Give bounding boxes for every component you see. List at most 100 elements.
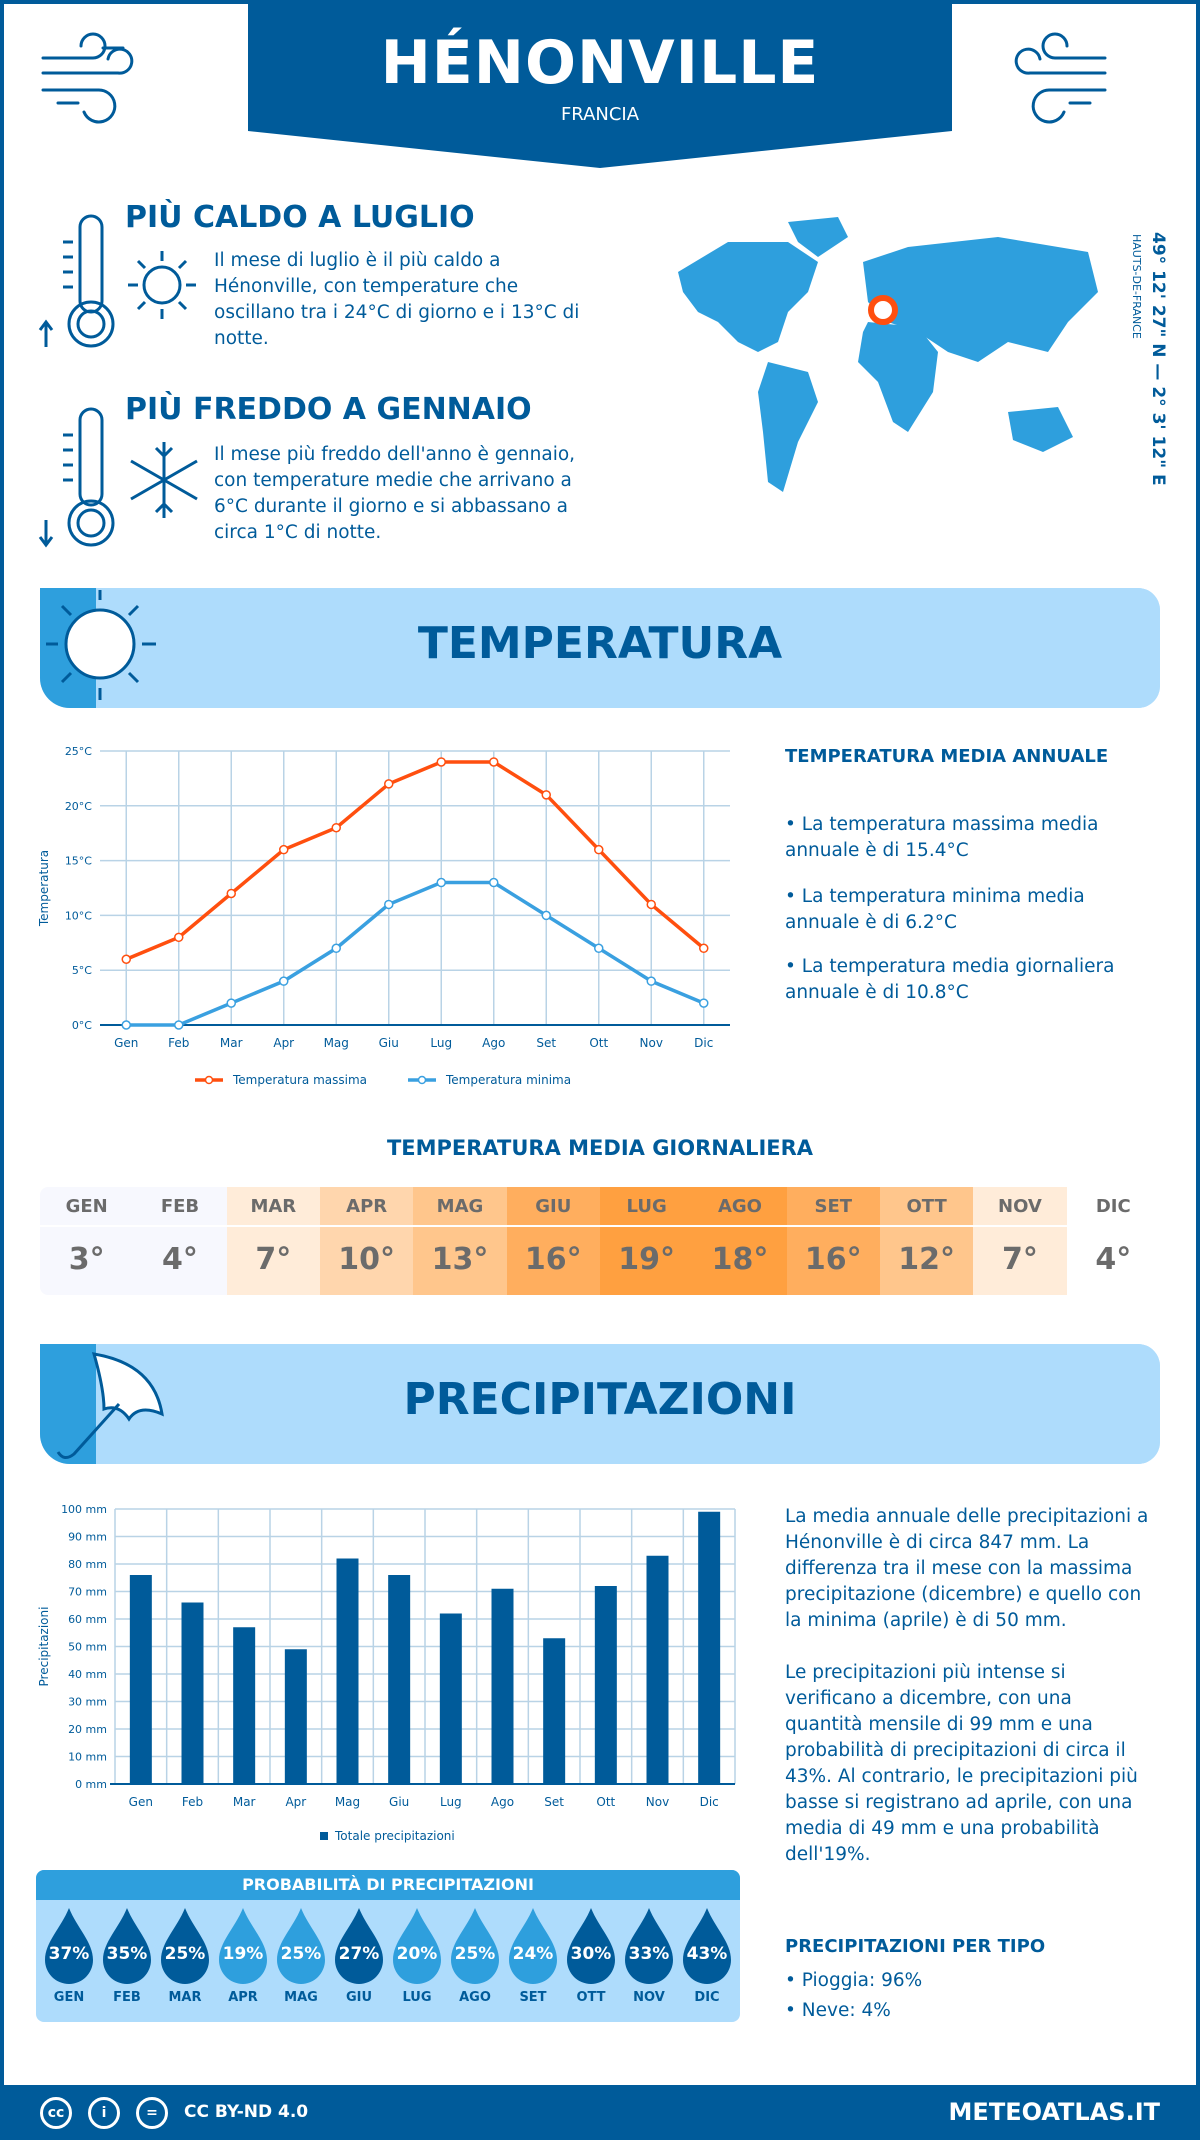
sun-icon [128, 251, 196, 319]
bar-giu [388, 1575, 411, 1784]
sun-icon [46, 590, 156, 700]
prob-value: 20% [396, 1944, 438, 1964]
daily-temp-cell-set: SET 16° [786, 1187, 880, 1295]
series-line-1 [126, 880, 705, 1027]
legend-marker [417, 1075, 427, 1085]
month-label: OTT [576, 1990, 606, 2005]
bar-mag [336, 1558, 359, 1784]
x-tick-label: Nov [640, 1036, 663, 1050]
series-line-0 [125, 760, 705, 961]
month-label: GIU [345, 1990, 373, 2005]
prob-item-nov: 33% NOV [620, 1906, 678, 2005]
annual-bullet: • La temperatura media giornaliera annua… [785, 956, 1115, 1003]
warmest-title: PIÙ CALDO A LUGLIO [125, 200, 475, 235]
snowflake-icon [130, 442, 198, 518]
prob-value: 35% [106, 1944, 148, 1964]
annual-temp-title: TEMPERATURA MEDIA ANNUALE [785, 746, 1109, 767]
precip-probability-panel: PROBABILITÀ DI PRECIPITAZIONI 37% GEN 35% F… [36, 1870, 740, 2022]
y-tick-label: 30 mm [68, 1696, 107, 1709]
prob-value: 30% [570, 1944, 612, 1964]
legend-label: Temperatura minima [445, 1073, 571, 1087]
precipitation-title: PRECIPITAZIONI [403, 1374, 797, 1425]
y-tick-label: 0°C [72, 1019, 92, 1032]
precipitation-chart: 0 mm 10 mm 20 mm 30 mm 40 mm 50 mm 60 mm 70 mm 8… [37, 1503, 736, 1843]
raindrop-icon [451, 1908, 499, 1984]
x-tick-label: Ago [482, 1036, 505, 1050]
data-point [594, 844, 604, 855]
site-link[interactable]: METEOATLAS.IT [948, 2098, 1160, 2126]
data-point [436, 877, 446, 888]
raindrop-icon [625, 1908, 673, 1984]
month-label: MAG [413, 1187, 507, 1227]
coordinates: 49° 12' 27" N — 2° 3' 12" E [1148, 232, 1168, 486]
month-label: OTT [879, 1187, 974, 1227]
month-label: APR [319, 1187, 414, 1227]
temp-value: 3° [68, 1242, 105, 1277]
daily-temp-cell-feb: FEB 4° [133, 1187, 227, 1295]
title-banner: HÉNONVILLE FRANCIA [248, 0, 952, 168]
data-point [384, 779, 394, 789]
month-label: GEN [40, 1187, 134, 1227]
month-label: NOV [973, 1187, 1067, 1227]
daily-temp-cell-gen: GEN 3° [40, 1187, 134, 1295]
temp-value: 19° [618, 1242, 675, 1277]
prob-value: 19% [222, 1944, 264, 1964]
x-tick-label: Mag [335, 1795, 360, 1809]
prob-item-feb: 35% FEB [98, 1906, 156, 2005]
precipitation-section-header: PRECIPITAZIONI [40, 1344, 1160, 1464]
prob-item-giu: 27% GIU [330, 1906, 388, 2005]
x-tick-label: Giu [379, 1036, 399, 1050]
data-point [121, 1020, 131, 1030]
bar-lug [439, 1613, 462, 1784]
month-label: DIC [1066, 1187, 1160, 1227]
country-label: FRANCIA [560, 104, 640, 125]
x-tick-label: Feb [168, 1036, 189, 1050]
y-tick-label: 20°C [65, 800, 92, 813]
temperature-chart: 0°C 5°C 10°C 15°C 20°C 25°C Gen Feb Mar Apr Mag Giu… [37, 745, 730, 1087]
cc-icon: cc [40, 2097, 72, 2129]
bar-ott [594, 1586, 617, 1784]
x-tick-label: Ott [596, 1795, 615, 1809]
daily-temp-cell-dic: DIC 4° [1066, 1187, 1160, 1295]
y-tick-label: 60 mm [68, 1613, 107, 1626]
prob-item-mag: 25% MAG [272, 1906, 330, 2005]
city-title: HÉNONVILLE [380, 28, 820, 98]
prob-value: 25% [164, 1944, 206, 1964]
x-tick-label: Mar [233, 1795, 256, 1809]
coldest-text: Il mese più freddo dell'anno è gennaio, … [214, 444, 576, 543]
data-point [226, 998, 236, 1008]
temp-value: 13° [431, 1242, 489, 1277]
x-tick-label: Mag [324, 1036, 349, 1050]
prob-item-set: 24% SET [504, 1906, 562, 2005]
thermometer-hot-icon [38, 214, 115, 348]
precip-type-title: PRECIPITAZIONI PER TIPO [785, 1936, 1046, 1957]
y-tick-label: 100 mm [61, 1503, 107, 1516]
month-label: SET [519, 1990, 547, 2005]
y-tick-label: 5°C [72, 964, 92, 977]
bar-feb [181, 1602, 204, 1784]
y-tick-label: 10°C [65, 909, 92, 922]
data-point [541, 790, 551, 800]
bar-nov [646, 1555, 669, 1784]
data-point [121, 954, 131, 964]
data-point [699, 943, 709, 954]
prob-value: 25% [280, 1944, 322, 1964]
temp-value: 12° [898, 1242, 955, 1277]
x-tick-label: Giu [389, 1795, 409, 1809]
y-tick-label: 15°C [65, 855, 92, 868]
wind-icon [41, 32, 134, 124]
warmest-text: Il mese di luglio è il più caldo a Hénon… [214, 250, 580, 349]
temp-value: 18° [711, 1242, 769, 1277]
raindrop-icon [45, 1908, 93, 1984]
daily-temp-table: GEN 3° FEB 4° MAR 7° APR 10° MAG 13° GIU 16° LUG 19° A… [40, 1187, 1160, 1295]
prob-value: 37% [48, 1944, 90, 1964]
daily-temp-cell-lug: LUG 19° [599, 1187, 694, 1295]
data-point [646, 899, 656, 910]
month-label: AGO [693, 1187, 787, 1227]
data-point [699, 998, 709, 1008]
prob-value: 43% [686, 1944, 728, 1964]
month-label: DIC [694, 1990, 720, 2005]
y-tick-label: 20 mm [68, 1723, 107, 1736]
daily-temp-cell-ago: AGO 18° [693, 1187, 787, 1295]
raindrop-icon [393, 1908, 441, 1984]
